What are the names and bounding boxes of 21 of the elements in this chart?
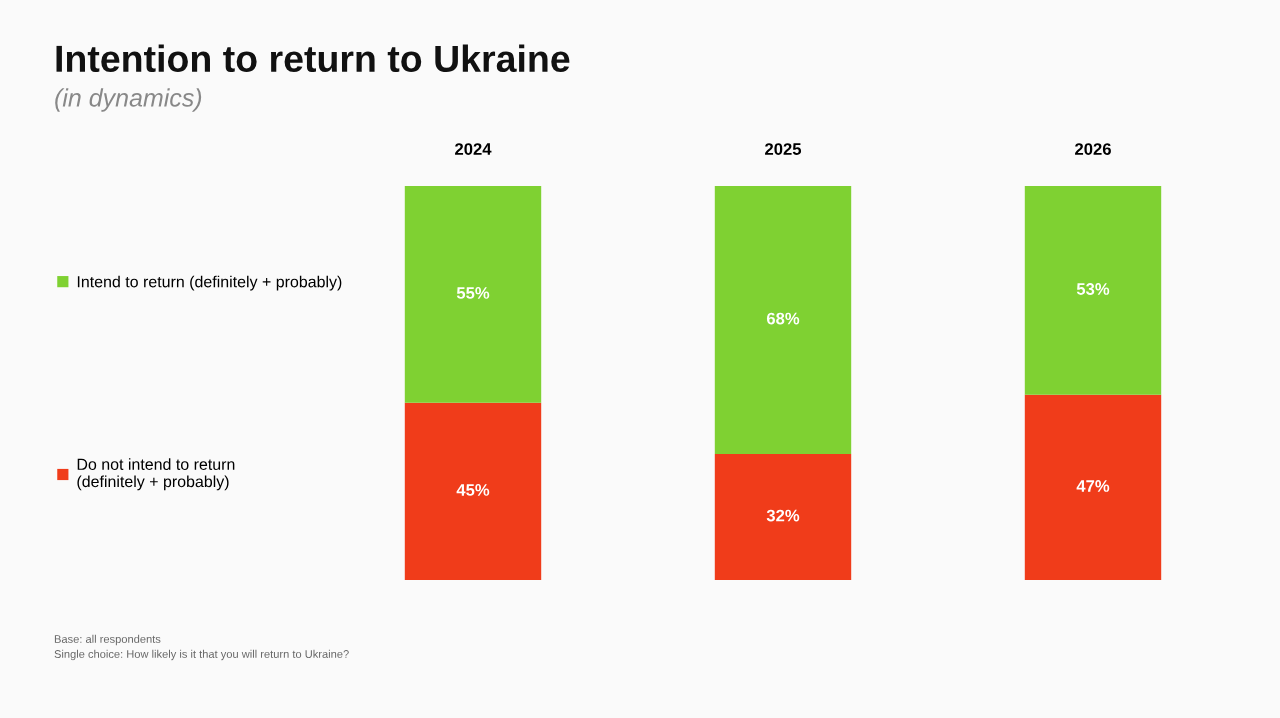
- legend-label: Do not intend to return (definitely + probably): [77, 458, 235, 491]
- bar: [404, 186, 542, 403]
- data-label: 53%: [1076, 283, 1110, 295]
- data-label: 55%: [456, 287, 490, 299]
- bar: [714, 186, 852, 454]
- bar: [404, 402, 542, 580]
- bar: [1024, 186, 1162, 395]
- chart-subtitle: (in dynamics): [55, 88, 202, 112]
- bar: [1024, 394, 1162, 580]
- data-label: 32%: [766, 509, 800, 522]
- legend-label: Intend to return (definitely + probably): [77, 275, 342, 291]
- data-label: 45%: [456, 484, 490, 496]
- x-tick-label: 2024: [455, 143, 492, 155]
- text: Base: all respondents: [54, 634, 161, 646]
- data-label: 47%: [1076, 480, 1110, 492]
- x-tick-label: 2026: [1075, 143, 1111, 155]
- text: Single choice: How likely is it that you will return to Ukraine?: [54, 649, 349, 661]
- bar: [714, 453, 852, 580]
- data-label: 68%: [766, 312, 800, 325]
- x-tick-label: 2025: [765, 143, 802, 155]
- chart-title: Intention to return to Ukraine: [56, 44, 570, 73]
